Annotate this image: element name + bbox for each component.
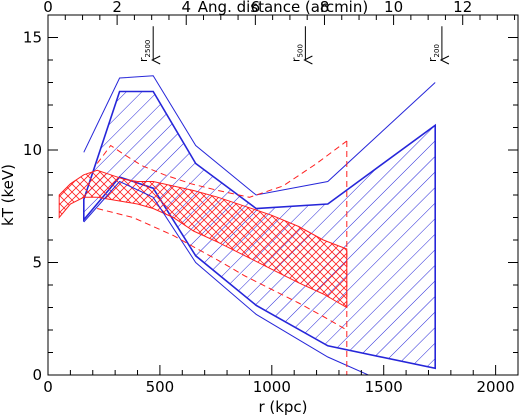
radius-markers: r2500 r500 r200 xyxy=(137,26,442,62)
x-tick-label: 500 xyxy=(146,378,175,396)
x-tick-label: 0 xyxy=(43,378,53,396)
top-tick-label: 10 xyxy=(384,0,403,16)
top-tick-label: 2 xyxy=(112,0,122,16)
radius-label: r2500 xyxy=(137,40,152,62)
y-tick-label: 0 xyxy=(32,366,42,384)
outer-line-3 xyxy=(96,140,348,198)
x-tick-label: 1000 xyxy=(253,378,291,396)
top-axis-title: Ang. distance (arcmin) xyxy=(198,0,368,16)
x-tick-label: 2000 xyxy=(477,378,515,396)
radius-label: r500 xyxy=(289,44,304,62)
top-tick-label: 0 xyxy=(43,0,53,16)
y-axis-title: kT (keV) xyxy=(0,164,17,226)
x-tick-label: 1500 xyxy=(365,378,403,396)
top-tick-label: 12 xyxy=(453,0,472,16)
red-hatched-band xyxy=(58,169,348,309)
top-tick-label: 6 xyxy=(251,0,261,16)
outer-bound-lines xyxy=(83,75,436,375)
x-axis-title: r (kpc) xyxy=(258,398,307,416)
y-tick-label: 10 xyxy=(23,141,42,159)
outer-line-4 xyxy=(97,208,348,331)
x-axis-ticks: 0 500 1000 1500 2000 xyxy=(43,365,515,396)
y-tick-label: 15 xyxy=(23,29,42,47)
top-tick-label: 8 xyxy=(320,0,330,16)
top-axis-ticks: 0 2 4 6 8 10 12 xyxy=(43,0,516,25)
y-axis-ticks: 0 5 10 15 xyxy=(23,29,518,384)
hatched-bands xyxy=(58,90,437,370)
radius-label: r200 xyxy=(426,44,441,62)
outer-line-1 xyxy=(83,75,436,196)
outer-line-2 xyxy=(83,180,370,375)
top-tick-label: 4 xyxy=(181,0,191,16)
y-tick-label: 5 xyxy=(32,254,42,272)
